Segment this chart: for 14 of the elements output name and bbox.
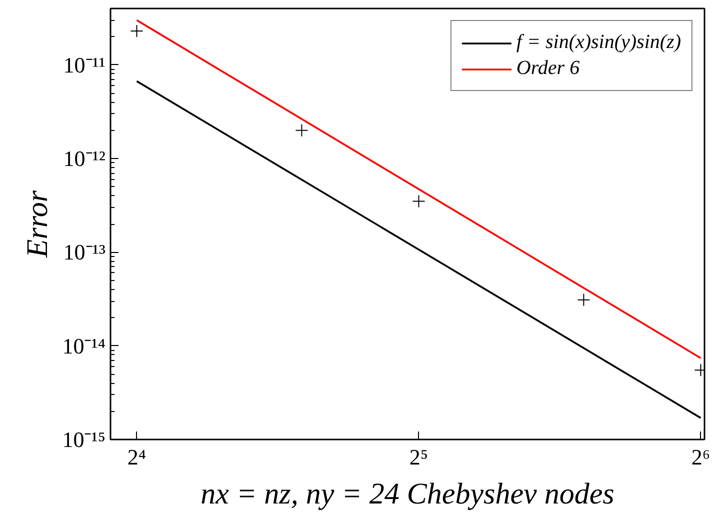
- point: [130, 24, 144, 38]
- y-tick-label: 10⁻¹⁴: [62, 333, 106, 358]
- y-tick-label: 10⁻¹²: [63, 146, 106, 172]
- y-tick-label: 10⁻¹³: [63, 240, 106, 265]
- legend-label: f = sin(x)sin(y)sin(z): [516, 31, 681, 54]
- y-tick-label: 10⁻¹⁵: [62, 427, 106, 452]
- legend-label: Order 6: [516, 57, 580, 80]
- point: [412, 194, 426, 208]
- x-tick-label: 2⁶: [691, 444, 710, 470]
- x-tick-label: 2⁵: [409, 444, 428, 470]
- x-tick-label: 2⁴: [127, 444, 146, 470]
- y-tick-label: 10⁻¹¹: [63, 52, 106, 78]
- x-axis-title: nx = nz, ny = 24 Chebyshev nodes: [200, 478, 614, 510]
- y-axis-title: Error: [21, 190, 54, 259]
